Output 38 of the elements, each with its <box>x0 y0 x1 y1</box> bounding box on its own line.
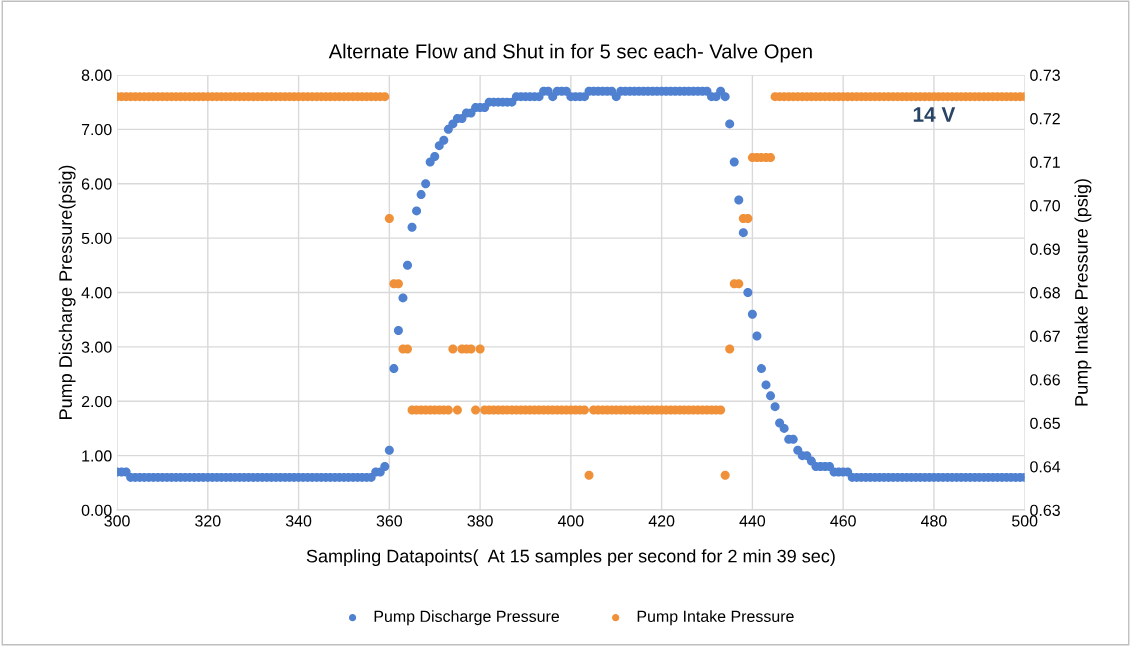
y2-tick-label: 0.64 <box>1030 461 1061 473</box>
y2-tick-label: 0.72 <box>1030 113 1060 125</box>
y2-tick-label: 0.70 <box>1030 200 1061 212</box>
y-tick-label: 0.00 <box>81 504 112 516</box>
y-tick-label: 7.00 <box>81 123 112 136</box>
y2-tick-label: 0.69 <box>1030 243 1060 255</box>
y2-tick-label: 0.68 <box>1030 287 1060 299</box>
y-tick-label: 8.00 <box>81 69 112 81</box>
y-tick-label: 3.00 <box>81 341 112 353</box>
y-tick-label: 6.00 <box>81 178 112 190</box>
x-tick-label: 320 <box>195 515 221 527</box>
x-tick-label: 440 <box>739 515 766 527</box>
y2-axis-title: Pump Intake Pressure (psig) <box>1074 179 1092 406</box>
y-tick-label: 2.00 <box>81 395 112 408</box>
x-tick-label: 460 <box>830 515 856 527</box>
x-tick-label: 300 <box>104 515 130 527</box>
legend-label: Pump Discharge Pressure <box>374 610 560 626</box>
x-tick-label: 420 <box>648 515 675 527</box>
y2-tick-label: 0.66 <box>1030 374 1060 386</box>
x-tick-label: 400 <box>557 515 584 527</box>
x-tick-label: 500 <box>1012 515 1038 527</box>
x-axis-title: Sampling Datapoints( At 15 samples per second for 2 min 39 sec) <box>306 549 835 567</box>
y2-tick-label: 0.65 <box>1030 417 1060 429</box>
x-tick-label: 380 <box>467 515 493 527</box>
y2-tick-label: 0.63 <box>1030 504 1060 516</box>
annotation: 14 V <box>913 107 956 122</box>
y2-tick-label: 0.71 <box>1030 156 1060 168</box>
y-tick-label: 4.00 <box>81 287 112 299</box>
y-axis-title: Pump Discharge Pressure(psig) <box>58 165 76 419</box>
chart-title: Alternate Flow and Shut in for 5 sec each- Valve Open <box>328 43 812 63</box>
x-tick-label: 360 <box>376 515 403 527</box>
y-tick-label: 5.00 <box>81 232 112 245</box>
y2-tick-label: 0.73 <box>1030 69 1060 81</box>
legend-label: Pump Intake Pressure <box>637 610 794 626</box>
x-tick-label: 340 <box>285 515 312 527</box>
x-tick-label: 480 <box>920 515 947 527</box>
y2-tick-label: 0.67 <box>1030 330 1060 342</box>
y-tick-label: 1.00 <box>82 450 112 462</box>
